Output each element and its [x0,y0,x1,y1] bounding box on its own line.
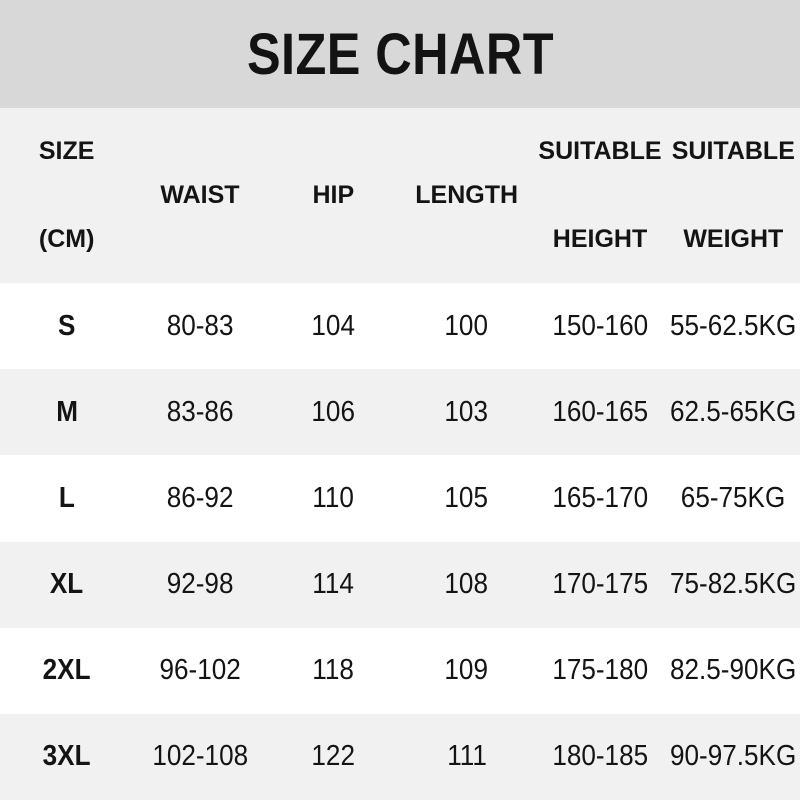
header-suitable-height-top: SUITABLE [538,137,662,166]
cell-waist: 92-98 [166,568,234,601]
cell-weight: 75-82.5KG [670,568,797,601]
cell-length: 100 [444,309,489,342]
cell-size: XL [49,568,84,601]
cell-height: 180-185 [552,740,648,773]
cell-hip: 114 [312,568,355,601]
cell-waist: 86-92 [166,481,234,514]
header-hip-label: HIP [312,181,355,209]
cell-waist: 102-108 [152,740,248,773]
cell-weight: 62.5-65KG [670,395,797,428]
cell-height: 150-160 [552,309,648,342]
cell-hip: 122 [311,740,356,773]
table-row-2xl: 2XL 96-102 118 109 175-180 82.5-90KG [0,627,800,714]
cell-size: M [55,395,78,428]
cell-hip: 118 [312,654,355,687]
table-body: S 80-83 104 100 150-160 55-62.5KG M 83-8… [0,283,800,800]
size-chart-table: SIZE (CM) WAIST HIP LENGTH SUITABLE HEIG… [0,108,800,800]
table-header-row: SIZE (CM) WAIST HIP LENGTH SUITABLE HEIG… [0,108,800,283]
cell-length: 109 [444,654,489,687]
cell-hip: 106 [311,395,356,428]
table-row-l: L 86-92 110 105 165-170 65-75KG [0,455,800,542]
header-suitable-weight-bottom: WEIGHT [683,224,784,253]
page-title: SIZE CHART [246,21,554,87]
cell-waist: 80-83 [166,309,234,342]
cell-length: 103 [444,395,489,428]
title-band: SIZE CHART [0,0,800,108]
header-suitable-height-bottom: HEIGHT [552,224,648,253]
cell-size: 3XL [42,740,91,773]
cell-hip: 110 [312,481,355,514]
cell-waist: 83-86 [166,395,234,428]
cell-length: 108 [444,568,489,601]
header-cell-length: LENGTH [400,108,533,283]
header-length-label: LENGTH [415,181,519,209]
table-row-m: M 83-86 106 103 160-165 62.5-65KG [0,369,800,456]
cell-weight: 82.5-90KG [670,654,797,687]
header-waist-label: WAIST [160,181,240,209]
header-size-unit: (CM) [38,224,95,253]
header-cell-suitable-weight: SUITABLE WEIGHT [667,108,800,283]
cell-height: 160-165 [552,395,648,428]
cell-length: 111 [446,740,487,773]
cell-waist: 96-102 [159,654,241,687]
cell-weight: 55-62.5KG [670,309,797,342]
header-cell-hip: HIP [267,108,400,283]
cell-hip: 104 [311,309,356,342]
cell-size: 2XL [42,654,91,687]
header-suitable-weight-top: SUITABLE [671,137,795,166]
header-cell-suitable-height: SUITABLE HEIGHT [533,108,666,283]
cell-height: 175-180 [552,654,648,687]
table-row-s: S 80-83 104 100 150-160 55-62.5KG [0,283,800,370]
table-row-xl: XL 92-98 114 108 170-175 75-82.5KG [0,541,800,628]
cell-weight: 90-97.5KG [670,740,797,773]
header-cell-waist: WAIST [133,108,266,283]
cell-size: S [57,309,76,342]
table-row-3xl: 3XL 102-108 122 111 180-185 90-97.5KG [0,713,800,800]
cell-weight: 65-75KG [681,481,786,514]
header-size-label: SIZE [38,137,95,166]
cell-length: 105 [444,481,489,514]
cell-size: L [58,481,75,514]
cell-height: 165-170 [552,481,648,514]
cell-height: 170-175 [552,568,648,601]
header-cell-size: SIZE (CM) [0,108,133,283]
